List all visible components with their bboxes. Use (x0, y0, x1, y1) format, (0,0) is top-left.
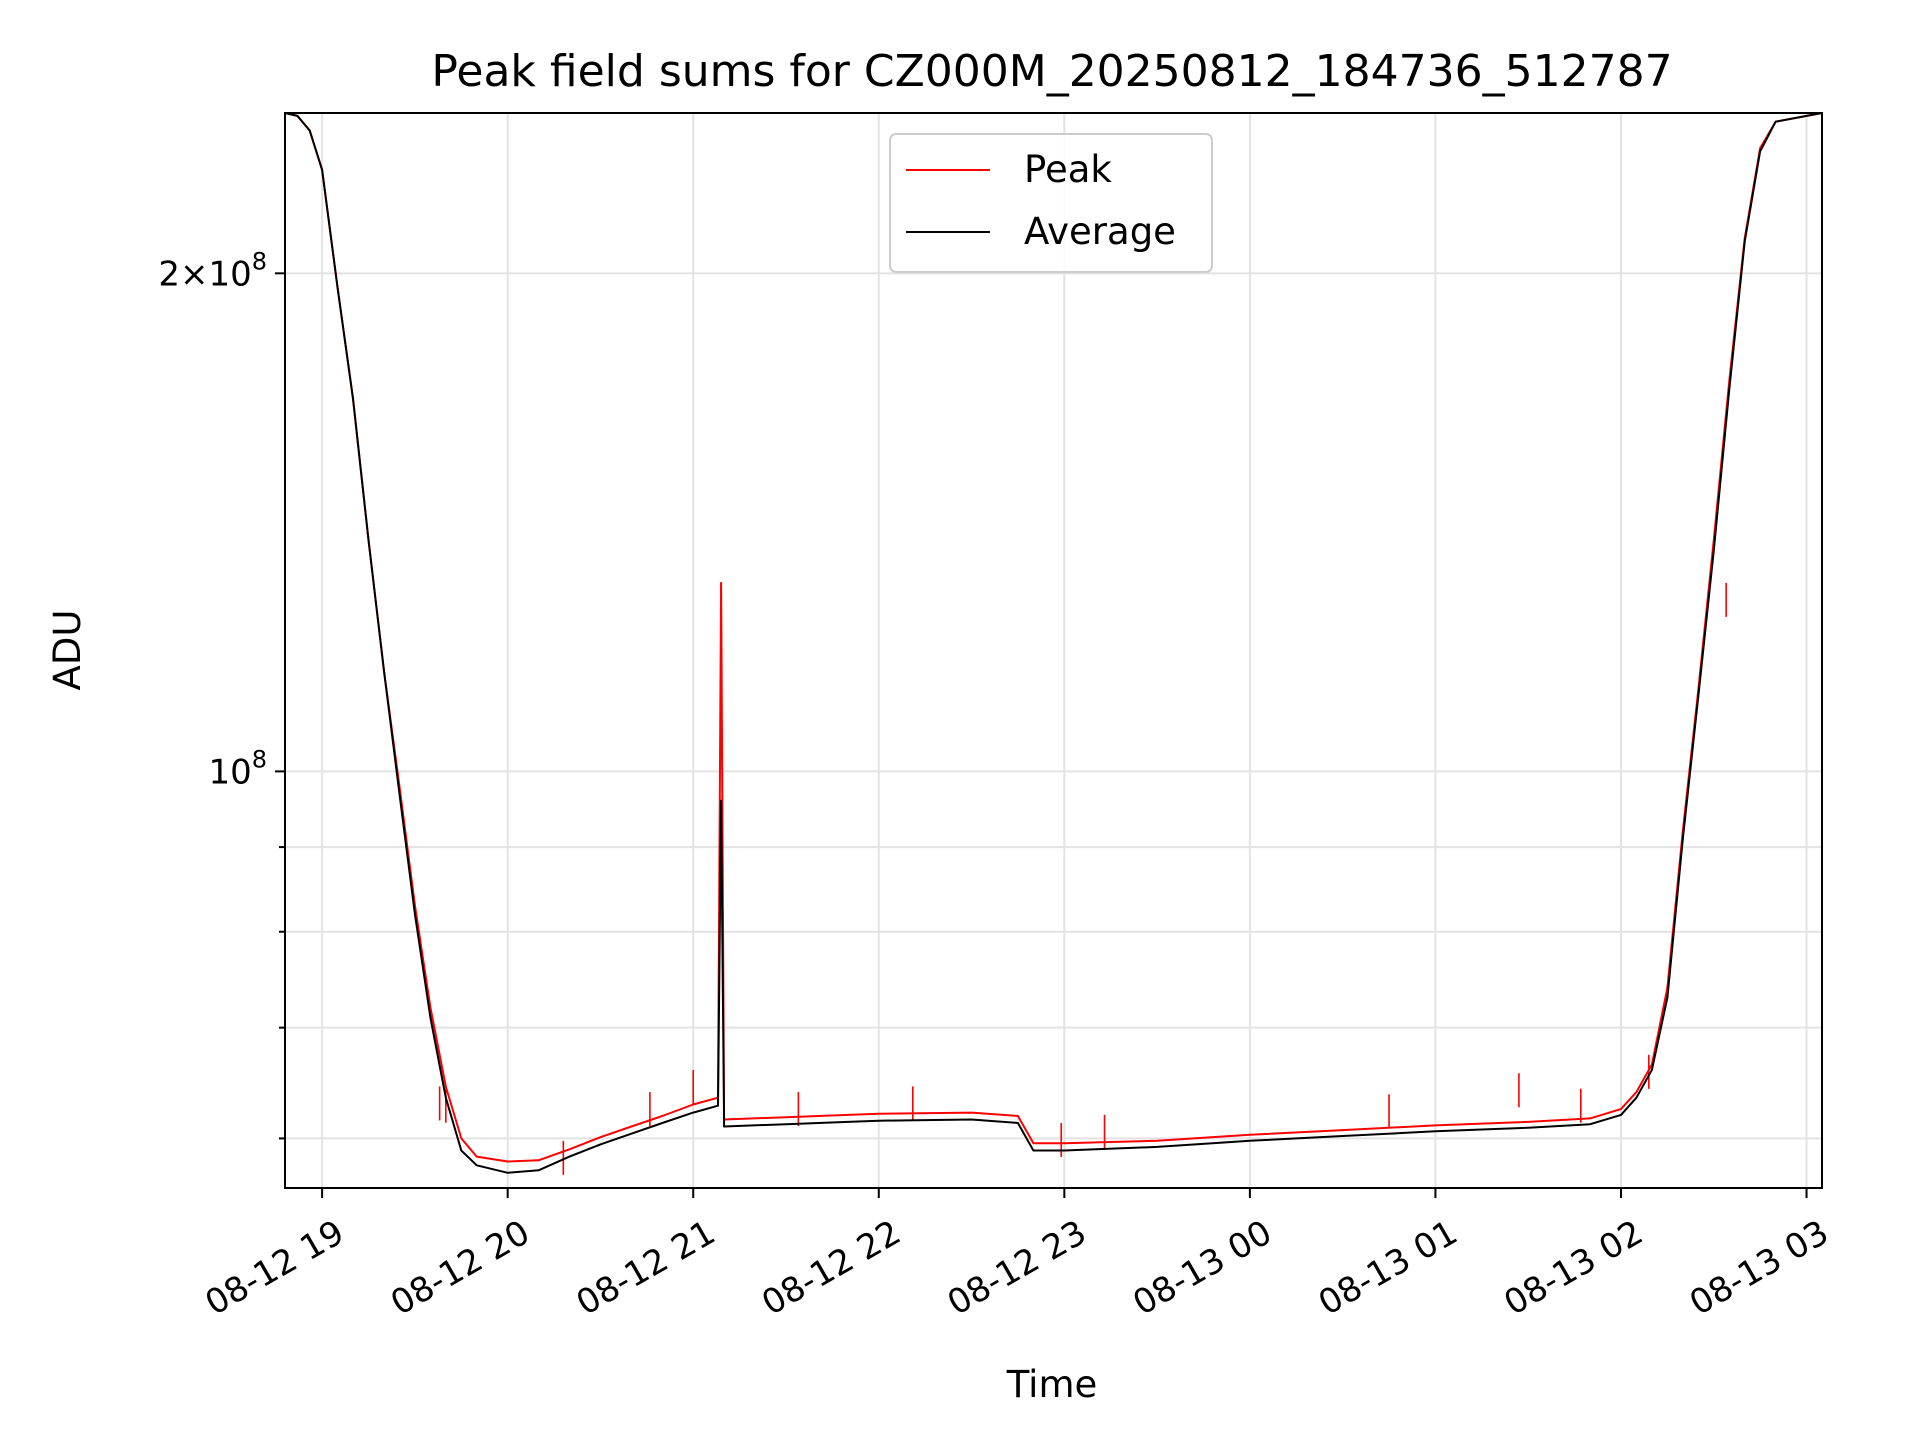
average-point (970, 1118, 973, 1121)
peak-point (1249, 1134, 1251, 1136)
average-point (1743, 240, 1746, 243)
average-point (308, 129, 311, 132)
peak-point (506, 1160, 509, 1163)
y-axis: 2×108 108 (158, 247, 285, 1140)
x-axis-title: Time (1006, 1363, 1098, 1406)
peak-point (1063, 1142, 1066, 1144)
average-point (785, 1123, 787, 1125)
peak-point (692, 1103, 694, 1106)
average-point (1063, 1149, 1066, 1152)
legend-box (889, 133, 1213, 273)
average-point (661, 1122, 664, 1124)
average-point (1728, 389, 1730, 391)
legend-label-average: Average (1024, 210, 1176, 253)
average-point (1032, 1149, 1035, 1152)
average-point (367, 539, 370, 541)
average-point (1589, 1123, 1591, 1125)
average-point (1666, 996, 1669, 999)
legend: Peak Average (889, 133, 1213, 273)
average-point (847, 1121, 849, 1123)
y-tick-label: 2×108 (158, 247, 267, 294)
average-point (1635, 1096, 1638, 1099)
average-point (720, 799, 722, 802)
peak-point (1341, 1129, 1344, 1131)
peak-point (460, 1137, 463, 1140)
peak-point (1635, 1091, 1638, 1093)
peak-point (537, 1159, 540, 1162)
legend-label-peak: Peak (1024, 148, 1112, 191)
average-point (1341, 1135, 1344, 1137)
chart-title: Peak field sums for CZ000M_20250812_1847… (431, 46, 1672, 97)
peak-point (1589, 1117, 1591, 1120)
peak-point (785, 1116, 787, 1118)
peak-point (1032, 1142, 1035, 1144)
peak-point (661, 1115, 664, 1117)
average-point (630, 1132, 633, 1135)
peak-point (630, 1125, 633, 1128)
average-point (336, 287, 339, 289)
peak-point (475, 1155, 478, 1158)
peak-point (847, 1114, 849, 1116)
grid (285, 113, 1822, 1188)
peak-point (445, 1085, 447, 1088)
peak-point (878, 1112, 880, 1115)
average-point (1156, 1146, 1158, 1148)
average-point (1651, 1069, 1653, 1071)
peak-point (970, 1111, 973, 1114)
average-point (398, 792, 401, 795)
average-point (1249, 1140, 1251, 1142)
y-axis-title: ADU (46, 610, 89, 691)
plot-frame (284, 112, 1823, 1189)
peak-point (568, 1148, 571, 1151)
average-point (506, 1172, 509, 1174)
peak-point (1434, 1124, 1437, 1127)
average-point (692, 1111, 694, 1114)
average-point (1713, 549, 1715, 552)
average-point (429, 1016, 432, 1019)
peak-point (1527, 1121, 1529, 1123)
average-point (414, 913, 416, 915)
average-point (1759, 150, 1761, 153)
average-point (475, 1164, 478, 1167)
peak-point (1620, 1108, 1622, 1110)
average-point (1527, 1126, 1529, 1129)
average-point (296, 115, 299, 117)
average-point (723, 1125, 725, 1128)
average-point (1434, 1130, 1437, 1133)
average-point (537, 1169, 540, 1172)
average-point (445, 1096, 447, 1099)
average-point (460, 1149, 463, 1152)
average-point (1017, 1122, 1019, 1124)
average-point (568, 1155, 571, 1158)
average-point (717, 1104, 719, 1107)
peak-point (599, 1136, 602, 1138)
average-point (321, 169, 323, 171)
average-point (1774, 120, 1777, 123)
average-point (878, 1119, 880, 1122)
average-point (599, 1143, 602, 1146)
average-point (1697, 695, 1700, 698)
average-point (1620, 1114, 1622, 1116)
average-point (383, 670, 385, 672)
peak-point (1017, 1115, 1019, 1117)
y-tick-label: 108 (208, 745, 267, 792)
average-point (1682, 838, 1684, 840)
average-point (352, 397, 354, 400)
peak-point (1156, 1140, 1158, 1142)
peak-point (429, 1006, 432, 1009)
